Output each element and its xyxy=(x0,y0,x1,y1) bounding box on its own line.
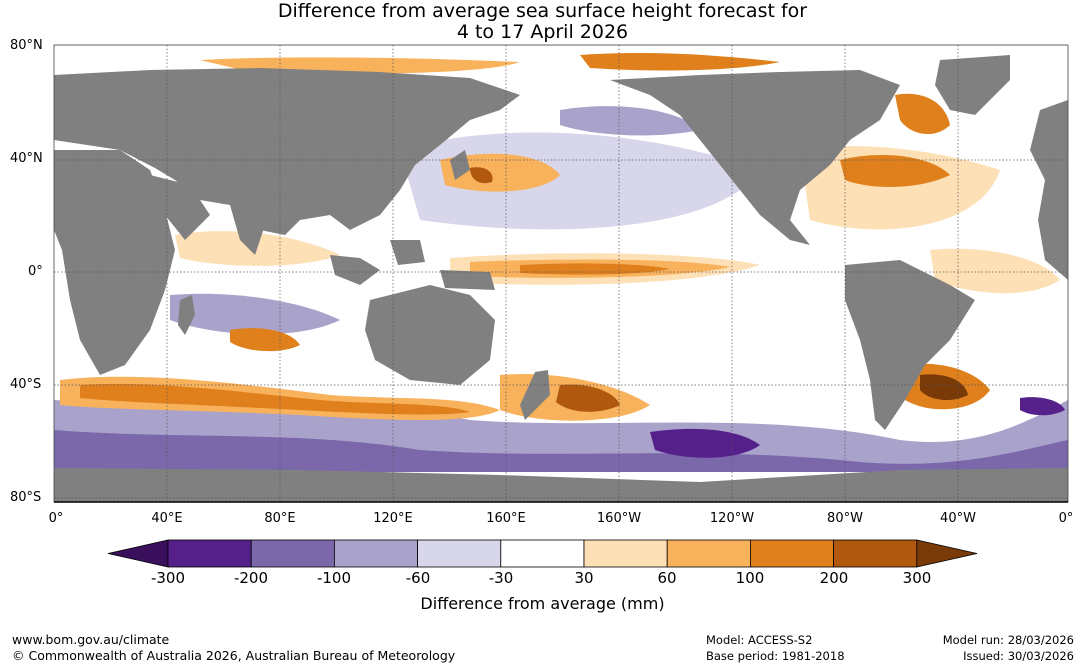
colorbar-segment xyxy=(750,539,835,568)
lat-label-40n: 40°N xyxy=(10,151,43,166)
borneo-landmass xyxy=(390,240,425,265)
australia-landmass xyxy=(365,285,495,385)
lon-label-0-left: 0° xyxy=(48,511,64,526)
labrador-sea-positive xyxy=(895,93,950,135)
colorbar-segment xyxy=(167,539,252,568)
kuroshio-positive-region xyxy=(440,153,560,192)
footer-base-period: Base period: 1981-2018 xyxy=(706,649,845,663)
colorbar-tick-label: 300 xyxy=(902,569,932,587)
lat-label-equator: 0° xyxy=(28,264,43,279)
colorbar-tick-label: 200 xyxy=(819,569,849,587)
south-atlantic-strong-positive xyxy=(920,374,968,401)
south-indian-mid-negative xyxy=(170,293,340,335)
lat-label-80n: 80°N xyxy=(10,38,43,53)
atlantic-deep-negative-patch xyxy=(1020,397,1065,416)
indian-ocean-equatorial-positive xyxy=(175,231,340,266)
south-america-landmass xyxy=(845,260,975,430)
colorbar-tick-label: -60 xyxy=(405,569,431,587)
lon-label-40w: 40°W xyxy=(940,511,976,526)
lon-label-160e: 160°E xyxy=(486,511,526,526)
colorbar-arrow-right xyxy=(916,539,978,568)
footer-copyright: © Commonwealth of Australia 2026, Austra… xyxy=(12,648,456,663)
footer-issued: Issued: 30/03/2026 xyxy=(963,649,1074,663)
tasman-strong-positive xyxy=(556,384,620,412)
lon-label-40e: 40°E xyxy=(151,511,183,526)
new-zealand-landmass xyxy=(520,370,550,420)
anomaly-fields xyxy=(54,52,1068,472)
africa-landmass xyxy=(54,150,175,375)
colorbar-segment xyxy=(583,539,668,568)
lat-label-40s: 40°S xyxy=(10,377,42,392)
arctic-strong-positive xyxy=(580,52,780,71)
indonesia-landmass xyxy=(330,255,380,285)
lon-label-0-right: 0° xyxy=(1058,511,1074,526)
lon-label-80e: 80°E xyxy=(264,511,296,526)
south-indian-mid-positive xyxy=(230,328,300,352)
arabia-landmass xyxy=(150,175,210,240)
colorbar-tick-label: -30 xyxy=(488,569,514,587)
lon-label-120e: 120°E xyxy=(373,511,413,526)
southern-ocean-strong-negative xyxy=(54,430,1068,472)
colorbar-tick-label: -100 xyxy=(316,569,352,587)
tropical-atlantic-positive xyxy=(930,248,1060,294)
europe-africa-right-landmass xyxy=(1030,100,1068,280)
lon-label-120w: 120°W xyxy=(709,511,755,526)
gulf-stream-positive xyxy=(840,155,950,187)
map-graticule xyxy=(54,45,1068,502)
colorbar-segment xyxy=(417,539,502,568)
colorbar-title: Difference from average (mm) xyxy=(420,594,665,613)
colorbar-segment xyxy=(500,539,585,568)
madagascar-landmass xyxy=(178,295,195,335)
eurasia-landmass xyxy=(54,68,520,235)
india-landmass xyxy=(230,205,270,255)
greenland-landmass xyxy=(935,55,1010,115)
map-title-line-2: 4 to 17 April 2026 xyxy=(456,21,629,43)
footer-website: www.bom.gov.au/climate xyxy=(12,632,170,647)
lat-label-80s: 80°S xyxy=(10,490,42,505)
bering-negative xyxy=(560,106,700,136)
colorbar-tick-label: 60 xyxy=(657,569,677,587)
colorbar-arrow-left xyxy=(107,539,169,568)
japan-landmass xyxy=(450,150,470,180)
colorbar-segment xyxy=(833,539,918,568)
pacific-deep-negative-patch xyxy=(650,428,760,458)
kuroshio-strong-positive xyxy=(470,167,493,184)
antarctica-landmass xyxy=(54,468,1068,502)
colorbar-tick-label: -300 xyxy=(150,569,186,587)
colorbar-segment xyxy=(666,539,751,568)
lon-label-160w: 160°W xyxy=(596,511,642,526)
lon-label-80w: 80°W xyxy=(827,511,863,526)
map-title-line-1: Difference from average sea surface heig… xyxy=(277,0,808,22)
footer-model: Model: ACCESS-S2 xyxy=(706,633,813,647)
sea-surface-height-map xyxy=(53,44,1069,503)
north-america-landmass xyxy=(610,70,900,245)
colorbar-tick-label: 30 xyxy=(574,569,594,587)
colorbar-segment xyxy=(333,539,418,568)
south-indian-strong-positive xyxy=(80,383,470,415)
colorbar-segment xyxy=(250,539,335,568)
colorbar-tick-label: 100 xyxy=(735,569,765,587)
new-guinea-landmass xyxy=(440,270,495,290)
footer-model-run: Model run: 28/03/2026 xyxy=(942,633,1074,647)
colorbar-tick-label: -200 xyxy=(233,569,269,587)
land-masses xyxy=(54,55,1068,502)
colorbar xyxy=(107,539,978,568)
